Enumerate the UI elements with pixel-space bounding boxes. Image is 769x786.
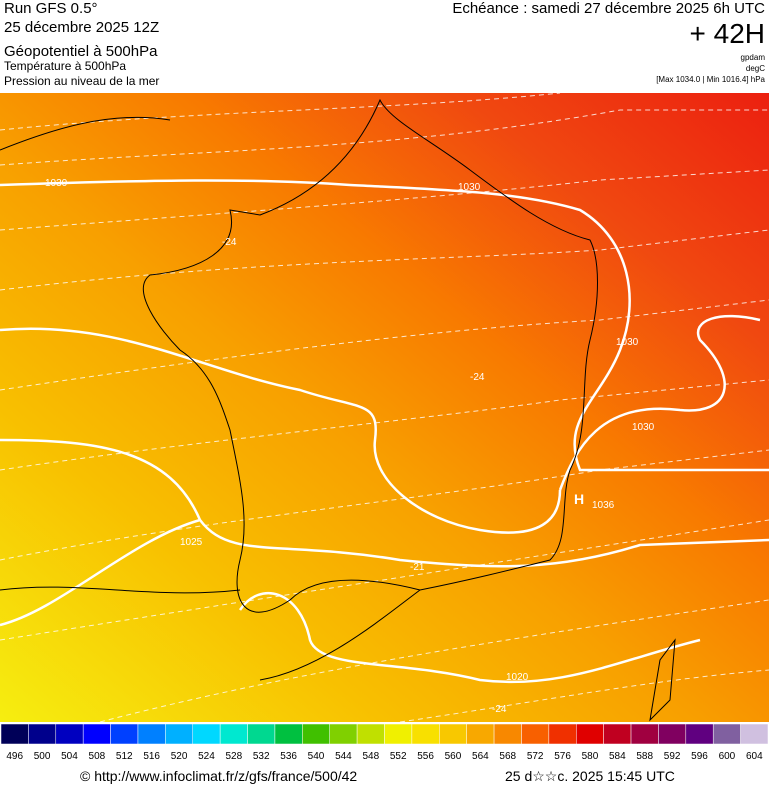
colorbar-label: 540 bbox=[308, 751, 325, 762]
map: 1025 1030 1030 1030 1030 1036 1020 -24 -… bbox=[0, 92, 769, 723]
colorbar-swatch bbox=[548, 723, 577, 745]
contour-label: 1030 bbox=[632, 422, 655, 433]
field: Géopotentiel à 500hPa bbox=[4, 43, 158, 60]
colorbar-swatch bbox=[192, 723, 221, 745]
colorbar-swatch bbox=[685, 723, 714, 745]
colorbar-label: 548 bbox=[362, 751, 379, 762]
colorbar-label: 524 bbox=[198, 751, 215, 762]
colorbar-label: 552 bbox=[390, 751, 407, 762]
contour-label: 1020 bbox=[506, 672, 529, 683]
colorbar-label: 572 bbox=[527, 751, 544, 762]
contour-label: -24 bbox=[492, 704, 507, 715]
colorbar-swatch bbox=[302, 723, 330, 745]
field: Température à 500hPa bbox=[4, 59, 126, 73]
colorbar-label: 528 bbox=[225, 751, 242, 762]
colorbar-swatch bbox=[521, 723, 550, 745]
field: Pression au niveau de la mer bbox=[4, 74, 159, 88]
contour-label: 1030 bbox=[45, 178, 68, 189]
colorbar-swatch bbox=[740, 723, 769, 745]
colorbar-swatch bbox=[630, 723, 659, 745]
contour-label: 1030 bbox=[458, 182, 481, 193]
contour-label: -21 bbox=[410, 562, 425, 573]
colorbar-label: 556 bbox=[417, 751, 434, 762]
colorbar-label: 512 bbox=[116, 751, 133, 762]
contour-label: 1036 bbox=[592, 500, 615, 511]
colorbar-label: 564 bbox=[472, 751, 489, 762]
unit: gpdam bbox=[741, 53, 766, 62]
colorbar-label: 588 bbox=[636, 751, 653, 762]
colorbar-swatch bbox=[329, 723, 358, 745]
contour-label: -24 bbox=[222, 237, 237, 248]
colorbar-label: 516 bbox=[143, 751, 160, 762]
footer-url: © http://www.infoclimat.fr/z/gfs/france/… bbox=[80, 768, 357, 784]
colorbar-swatch bbox=[493, 723, 522, 745]
high-marker: H bbox=[574, 491, 584, 507]
colorbar-label: 592 bbox=[664, 751, 681, 762]
colorbar-swatch bbox=[0, 723, 29, 745]
colorbar-swatch bbox=[603, 723, 632, 745]
colorbar-label: 596 bbox=[691, 751, 708, 762]
colorbar-label: 604 bbox=[746, 751, 763, 762]
colorbar-swatch bbox=[274, 723, 303, 745]
colorbar-label: 504 bbox=[61, 751, 78, 762]
colorbar-swatch bbox=[411, 723, 440, 745]
colorbar-swatch bbox=[55, 723, 84, 745]
contour-label: 1030 bbox=[616, 337, 639, 348]
footer-time: 25 d☆☆c. 2025 15:45 UTC bbox=[505, 768, 675, 784]
colorbar-label: 544 bbox=[335, 751, 352, 762]
colorbar-swatch bbox=[356, 723, 385, 745]
colorbar-swatch bbox=[439, 723, 467, 745]
colorbar-swatch bbox=[576, 723, 604, 745]
lead: + 42H bbox=[690, 18, 766, 49]
colorbar-swatch bbox=[658, 723, 687, 745]
colorbar: 496 500 504 508 512 516 520 524 528 532 536 540 544 5… bbox=[0, 723, 769, 762]
colorbar-label: 532 bbox=[253, 751, 270, 762]
colorbar-swatch bbox=[712, 723, 741, 745]
colorbar-label: 580 bbox=[582, 751, 599, 762]
colorbar-label: 496 bbox=[6, 751, 23, 762]
isobars bbox=[0, 179, 769, 684]
valid: Echéance : samedi 27 décembre 2025 6h UT… bbox=[452, 0, 765, 17]
unit: degC bbox=[746, 64, 765, 73]
colorbar-label: 520 bbox=[171, 751, 188, 762]
colorbar-label: 500 bbox=[34, 751, 51, 762]
colorbar-swatch bbox=[384, 723, 413, 745]
temperature-lines bbox=[0, 92, 769, 723]
colorbar-label: 568 bbox=[499, 751, 516, 762]
colorbar-swatch bbox=[28, 723, 57, 745]
colorbar-swatch bbox=[165, 723, 194, 745]
contour-label: 1025 bbox=[180, 537, 203, 548]
colorbar-label: 600 bbox=[719, 751, 736, 762]
run-date: 25 décembre 2025 12Z bbox=[4, 19, 159, 36]
colorbar-swatch bbox=[82, 723, 111, 745]
colorbar-label: 536 bbox=[280, 751, 297, 762]
contour-label: -24 bbox=[470, 372, 485, 383]
unit: [Max 1034.0 | Min 1016.4] hPa bbox=[656, 75, 765, 84]
colorbar-swatch bbox=[219, 723, 248, 745]
colorbar-label: 576 bbox=[554, 751, 571, 762]
colorbar-label: 584 bbox=[609, 751, 626, 762]
colorbar-swatch bbox=[137, 723, 166, 745]
colorbar-swatch bbox=[110, 723, 139, 745]
run: Run GFS 0.5° bbox=[4, 0, 98, 17]
colorbar-label: 560 bbox=[445, 751, 462, 762]
colorbar-label: 508 bbox=[89, 751, 106, 762]
colorbar-swatch bbox=[247, 723, 276, 745]
colorbar-swatch bbox=[466, 723, 495, 745]
